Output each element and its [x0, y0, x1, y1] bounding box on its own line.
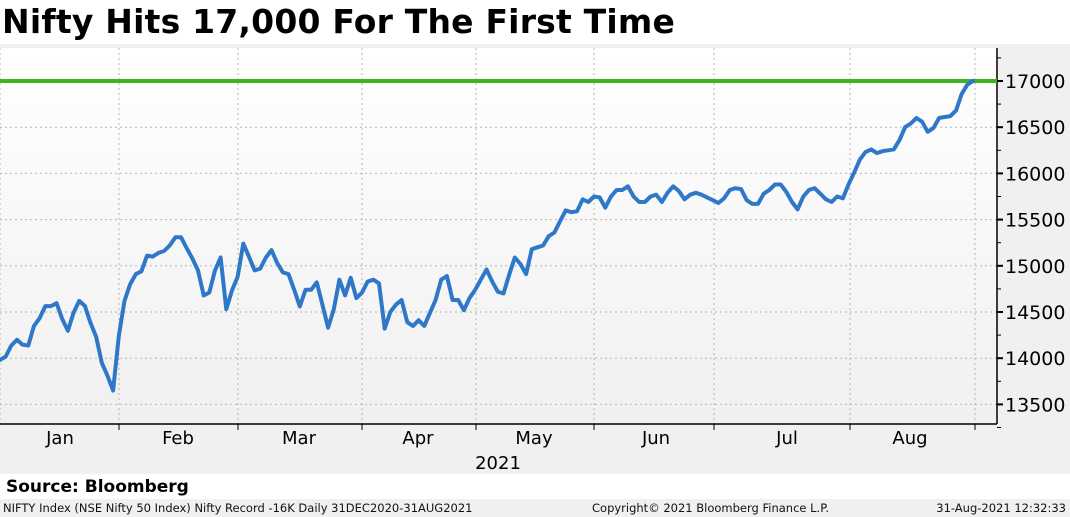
x-tick-label: May — [515, 428, 553, 449]
x-tick-label: Jun — [641, 428, 670, 449]
y-tick-label: 15000 — [1005, 256, 1065, 278]
y-tick-label: 14000 — [1005, 348, 1065, 370]
source-label: Source: Bloomberg — [6, 477, 189, 497]
y-axis-labels: 13500 14000 14500 15000 15500 16000 16500 17000 — [1005, 71, 1065, 416]
chart-title: Nifty Hits 17,000 For The First Time — [2, 2, 676, 41]
x-tick-label: Mar — [282, 428, 317, 449]
x-tick-label: Jan — [45, 428, 74, 449]
footer-bar: NIFTY Index (NSE Nifty 50 Index) Nifty R… — [0, 499, 1070, 517]
nifty-series-line — [0, 79, 975, 393]
footer-index-description: NIFTY Index (NSE Nifty 50 Index) Nifty R… — [3, 501, 473, 515]
line-chart: 13500 14000 14500 15000 15500 16000 16500 17000… — [0, 48, 1065, 474]
y-tick-label: 14500 — [1005, 302, 1065, 324]
y-tick-label: 15500 — [1005, 210, 1065, 232]
axes — [0, 48, 1003, 430]
y-tick-label: 13500 — [1005, 394, 1065, 416]
y-tick-label: 17000 — [1005, 71, 1065, 93]
footer-copyright: Copyright© 2021 Bloomberg Finance L.P. — [592, 501, 829, 515]
x-axis-year-label: 2021 — [475, 453, 521, 474]
x-tick-label: Apr — [402, 428, 434, 449]
x-tick-label: Aug — [892, 428, 927, 449]
plot-background — [0, 48, 997, 424]
chart-area: 13500 14000 14500 15000 15500 16000 16500 17000… — [0, 44, 1070, 474]
x-axis-labels: Jan Feb Mar Apr May Jun Jul Aug — [45, 428, 927, 449]
footer-timestamp: 31-Aug-2021 12:32:33 — [936, 501, 1066, 515]
x-tick-label: Jul — [775, 428, 798, 449]
y-tick-label: 16500 — [1005, 117, 1065, 139]
y-tick-label: 16000 — [1005, 163, 1065, 185]
x-tick-label: Feb — [162, 428, 194, 449]
